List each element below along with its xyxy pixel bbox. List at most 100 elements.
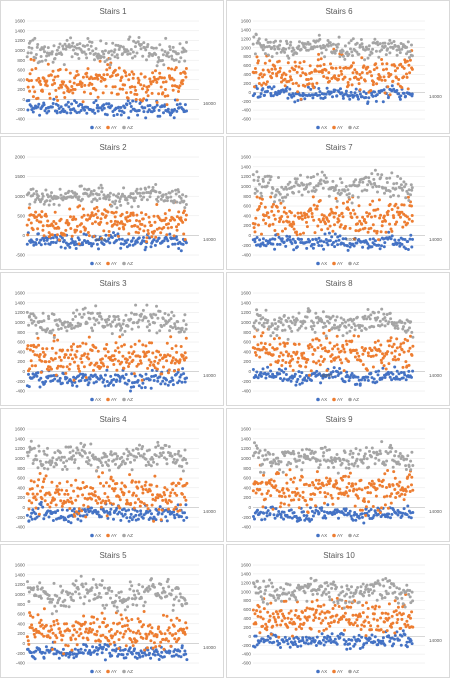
data-point (387, 210, 390, 213)
data-point (347, 81, 350, 84)
data-point (256, 343, 259, 346)
data-point (124, 462, 127, 465)
data-point (85, 342, 88, 345)
y-tick-label: 0 (22, 233, 25, 238)
data-point (339, 66, 342, 69)
data-point (285, 373, 288, 376)
data-point (333, 324, 336, 327)
legend-marker (316, 398, 320, 402)
data-point (407, 370, 410, 373)
data-point (320, 244, 323, 247)
data-point (318, 94, 321, 97)
data-point (121, 355, 124, 358)
data-point (339, 358, 342, 361)
data-point (64, 326, 67, 329)
legend-marker (122, 534, 126, 538)
data-point (116, 73, 119, 76)
data-point (270, 192, 273, 195)
data-point (157, 350, 160, 353)
legend-label: AZ (127, 261, 133, 266)
data-point (263, 322, 266, 325)
y-tick-label: 0 (22, 369, 25, 374)
data-point (60, 105, 63, 108)
data-point (182, 79, 185, 82)
data-point (379, 350, 382, 353)
data-point (367, 57, 370, 60)
data-point (132, 350, 135, 353)
data-point (34, 211, 37, 214)
data-point (340, 361, 343, 364)
data-point (405, 490, 408, 493)
data-point (135, 214, 138, 217)
data-point (279, 67, 282, 70)
data-point (177, 247, 180, 250)
data-point (367, 354, 370, 357)
data-point (56, 75, 59, 78)
data-point (140, 501, 143, 504)
data-point (317, 346, 320, 349)
data-point (319, 363, 322, 366)
data-point (370, 172, 373, 175)
data-point (397, 92, 400, 95)
data-point (72, 449, 75, 452)
data-point (116, 223, 119, 226)
data-point (306, 176, 309, 179)
data-point (389, 495, 392, 498)
data-point (357, 196, 360, 199)
data-point (380, 244, 383, 247)
data-point (351, 484, 354, 487)
data-point (273, 65, 276, 68)
data-point (28, 385, 31, 388)
data-point (410, 44, 413, 47)
data-point (267, 372, 270, 375)
data-point (320, 509, 323, 512)
data-point (307, 347, 310, 350)
data-point (144, 246, 147, 249)
data-point (164, 515, 167, 518)
data-point (367, 379, 370, 382)
data-point (336, 335, 339, 338)
data-point (263, 94, 266, 97)
data-point (90, 190, 93, 193)
data-point (165, 379, 168, 382)
data-point (69, 497, 72, 500)
data-point (293, 185, 296, 188)
data-point (173, 199, 176, 202)
legend-label: AY (111, 533, 117, 538)
data-point (254, 230, 257, 233)
y-tick-label: 1600 (241, 427, 252, 432)
data-point (389, 195, 392, 198)
data-point (369, 372, 372, 375)
data-point (122, 186, 125, 189)
data-point (168, 445, 171, 448)
data-point (150, 484, 153, 487)
data-point (165, 80, 168, 83)
data-point (270, 465, 273, 468)
data-point (126, 383, 129, 386)
data-point (383, 241, 386, 244)
data-point (167, 508, 170, 511)
data-point (139, 509, 142, 512)
y-tick-label: 400 (17, 77, 25, 82)
data-point (156, 64, 159, 67)
data-point (42, 195, 45, 198)
data-point (180, 197, 183, 200)
data-point (402, 75, 405, 78)
data-point (88, 336, 91, 339)
data-point (73, 82, 76, 85)
data-point (361, 353, 364, 356)
data-point (106, 366, 109, 369)
data-point (64, 229, 67, 232)
data-point (118, 507, 121, 510)
data-point (370, 245, 373, 248)
data-point (61, 349, 64, 352)
y-tick-label: 1200 (241, 174, 252, 179)
data-point (40, 501, 43, 504)
y-tick-label: -200 (16, 107, 26, 112)
data-point (367, 96, 370, 99)
data-point (86, 37, 89, 40)
y-tick-label: 1400 (241, 300, 252, 305)
data-point (176, 238, 179, 241)
data-point (262, 367, 265, 370)
